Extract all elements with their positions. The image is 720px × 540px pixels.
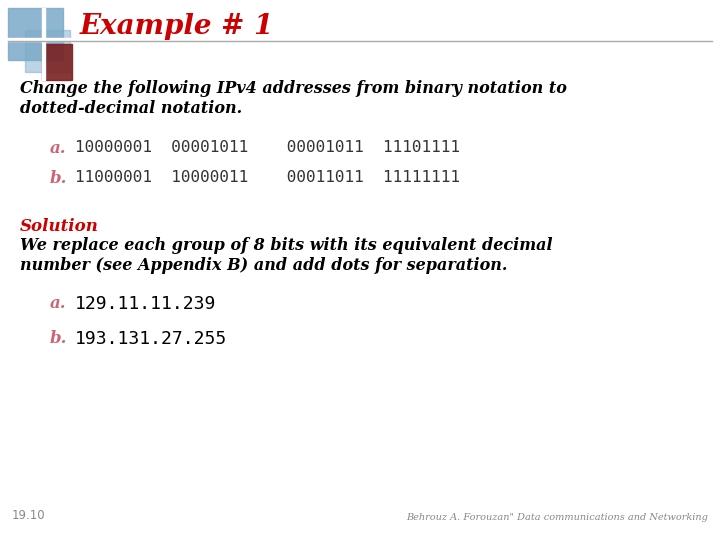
Text: b.: b. bbox=[50, 330, 68, 347]
Bar bbox=[8, 8, 63, 60]
Text: a.: a. bbox=[50, 295, 66, 312]
Text: We replace each group of 8 bits with its equivalent decimal: We replace each group of 8 bits with its… bbox=[20, 237, 553, 254]
Text: Example # 1: Example # 1 bbox=[80, 13, 274, 40]
Text: 19.10: 19.10 bbox=[12, 509, 45, 522]
Text: 193.131.27.255: 193.131.27.255 bbox=[75, 330, 228, 348]
Text: 11000001  10000011    00011011  11111111: 11000001 10000011 00011011 11111111 bbox=[75, 170, 460, 185]
Text: dotted-decimal notation.: dotted-decimal notation. bbox=[20, 100, 242, 117]
Text: a.: a. bbox=[50, 140, 66, 157]
Text: 10000001  00001011    00001011  11101111: 10000001 00001011 00001011 11101111 bbox=[75, 140, 460, 155]
Text: number (see Appendix B) and add dots for separation.: number (see Appendix B) and add dots for… bbox=[20, 257, 508, 274]
Text: 129.11.11.239: 129.11.11.239 bbox=[75, 295, 217, 313]
Bar bbox=[42, 44, 72, 80]
Text: Solution: Solution bbox=[20, 218, 99, 235]
Text: Change the following IPv4 addresses from binary notation to: Change the following IPv4 addresses from… bbox=[20, 80, 567, 97]
Text: Behrouz A. Forouzan" Data communications and Networking: Behrouz A. Forouzan" Data communications… bbox=[406, 513, 708, 522]
Bar bbox=[42, 8, 45, 80]
Bar bbox=[25, 30, 70, 72]
Bar bbox=[0, 38, 100, 41]
Text: b.: b. bbox=[50, 170, 68, 187]
